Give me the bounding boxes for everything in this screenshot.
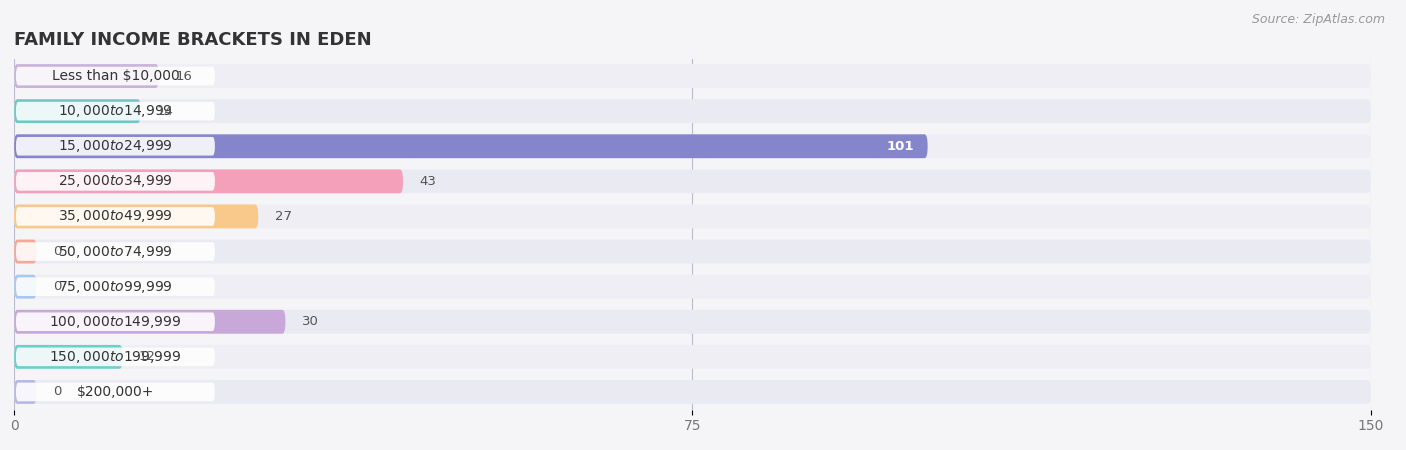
FancyBboxPatch shape [14, 345, 1371, 369]
FancyBboxPatch shape [14, 99, 141, 123]
FancyBboxPatch shape [14, 239, 37, 264]
FancyBboxPatch shape [14, 380, 37, 404]
Text: 16: 16 [176, 70, 193, 82]
FancyBboxPatch shape [14, 345, 122, 369]
Text: $25,000 to $34,999: $25,000 to $34,999 [58, 173, 173, 189]
Text: FAMILY INCOME BRACKETS IN EDEN: FAMILY INCOME BRACKETS IN EDEN [14, 31, 371, 49]
FancyBboxPatch shape [15, 207, 215, 226]
Text: Less than $10,000: Less than $10,000 [52, 69, 180, 83]
Text: $15,000 to $24,999: $15,000 to $24,999 [58, 138, 173, 154]
Text: 12: 12 [139, 351, 156, 363]
FancyBboxPatch shape [15, 172, 215, 191]
FancyBboxPatch shape [14, 169, 404, 194]
Text: $200,000+: $200,000+ [77, 385, 155, 399]
FancyBboxPatch shape [14, 274, 37, 299]
Text: 14: 14 [157, 105, 174, 117]
Text: 43: 43 [419, 175, 436, 188]
FancyBboxPatch shape [15, 277, 215, 296]
FancyBboxPatch shape [15, 347, 215, 366]
Text: 0: 0 [53, 280, 62, 293]
Text: 30: 30 [302, 315, 319, 328]
FancyBboxPatch shape [14, 99, 1371, 123]
FancyBboxPatch shape [14, 310, 1371, 334]
Text: 0: 0 [53, 386, 62, 398]
Text: $150,000 to $199,999: $150,000 to $199,999 [49, 349, 181, 365]
FancyBboxPatch shape [14, 274, 1371, 299]
FancyBboxPatch shape [15, 382, 215, 401]
FancyBboxPatch shape [15, 242, 215, 261]
FancyBboxPatch shape [14, 134, 1371, 158]
FancyBboxPatch shape [14, 204, 1371, 229]
Text: $75,000 to $99,999: $75,000 to $99,999 [58, 279, 173, 295]
Text: 0: 0 [53, 245, 62, 258]
FancyBboxPatch shape [14, 64, 159, 88]
Text: 27: 27 [274, 210, 291, 223]
Text: $35,000 to $49,999: $35,000 to $49,999 [58, 208, 173, 225]
FancyBboxPatch shape [14, 380, 1371, 404]
Text: $100,000 to $149,999: $100,000 to $149,999 [49, 314, 181, 330]
FancyBboxPatch shape [14, 310, 285, 334]
FancyBboxPatch shape [15, 137, 215, 156]
Text: $50,000 to $74,999: $50,000 to $74,999 [58, 243, 173, 260]
Text: 101: 101 [887, 140, 914, 153]
Text: Source: ZipAtlas.com: Source: ZipAtlas.com [1251, 14, 1385, 27]
FancyBboxPatch shape [15, 312, 215, 331]
FancyBboxPatch shape [14, 169, 1371, 194]
FancyBboxPatch shape [15, 102, 215, 121]
FancyBboxPatch shape [14, 134, 928, 158]
FancyBboxPatch shape [14, 239, 1371, 264]
FancyBboxPatch shape [14, 204, 259, 229]
Text: $10,000 to $14,999: $10,000 to $14,999 [58, 103, 173, 119]
FancyBboxPatch shape [14, 64, 1371, 88]
FancyBboxPatch shape [15, 67, 215, 86]
